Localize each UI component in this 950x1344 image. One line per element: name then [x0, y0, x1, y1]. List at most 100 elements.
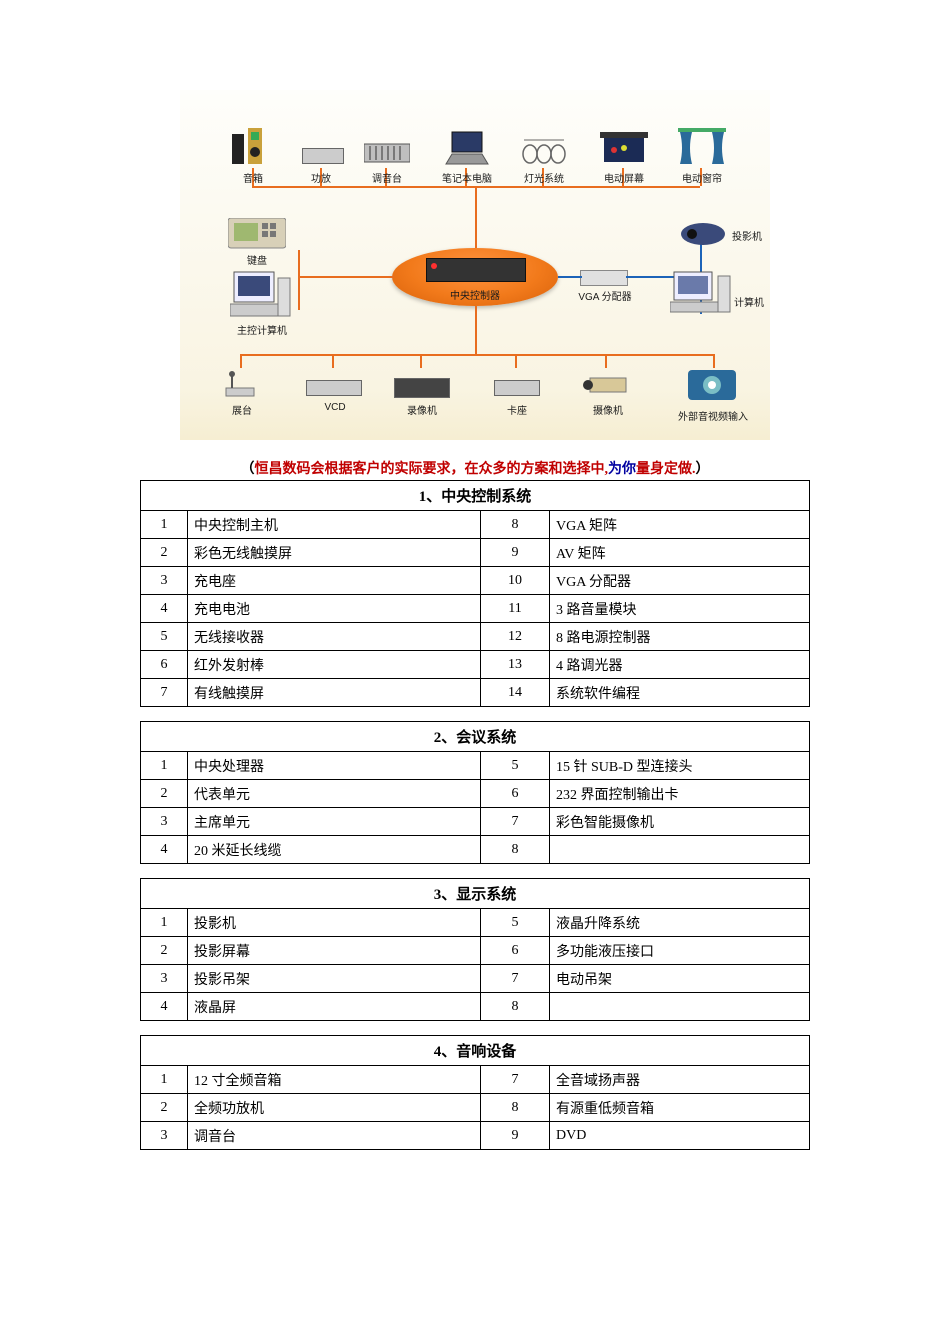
cassette-icon [494, 380, 540, 396]
table-cell: 232 界面控制输出卡 [550, 780, 810, 808]
table-row: 1中央处理器515 针 SUB-D 型连接头 [141, 752, 810, 780]
table-cell: 6 [141, 651, 188, 679]
table-row: 3主席单元7彩色智能摄像机 [141, 808, 810, 836]
table-row: 1中央控制主机8VGA 矩阵 [141, 511, 810, 539]
table-row: 4充电电池113 路音量模块 [141, 595, 810, 623]
central-controller-device [426, 258, 526, 282]
table-cell: VGA 矩阵 [550, 511, 810, 539]
section-table: 4、音响设备112 寸全频音箱7全音域扬声器2全频功放机8有源重低频音箱3调音台… [140, 1035, 810, 1150]
camera-icon [580, 376, 632, 403]
table-cell: 液晶屏 [188, 993, 481, 1021]
vcr-label: 录像机 [404, 402, 440, 417]
motor-screen-icon [598, 130, 650, 171]
table-cell: 投影屏幕 [188, 937, 481, 965]
table-cell: VGA 分配器 [550, 567, 810, 595]
table-cell: 调音台 [188, 1122, 481, 1150]
table-cell: 2 [141, 937, 188, 965]
slogan-close: ） [696, 462, 710, 477]
table-cell: 7 [481, 808, 550, 836]
table-cell: 6 [481, 937, 550, 965]
diagram-line [252, 186, 700, 188]
speakers-icon [230, 128, 278, 173]
vcd-label: VCD [322, 402, 348, 413]
table-cell: 1 [141, 752, 188, 780]
curtain-icon [678, 128, 726, 171]
diagram-line [298, 276, 394, 278]
amplifier-icon [302, 148, 344, 164]
table-cell: 20 米延长线缆 [188, 836, 481, 864]
diagram-line [713, 354, 715, 368]
page: 中央控制器 VGA 分配器 音 [0, 0, 950, 1224]
table-cell: 5 [481, 909, 550, 937]
projector-label: 投影机 [728, 228, 766, 243]
table-cell: 9 [481, 539, 550, 567]
table-cell: 1 [141, 511, 188, 539]
table-cell: 红外发射棒 [188, 651, 481, 679]
table-cell: 充电座 [188, 567, 481, 595]
table-row: 2投影屏幕6多功能液压接口 [141, 937, 810, 965]
table-cell: 2 [141, 1094, 188, 1122]
table-cell: 系统软件编程 [550, 679, 810, 707]
table-cell: 14 [481, 679, 550, 707]
table-cell: 7 [141, 679, 188, 707]
table-cell: 充电电池 [188, 595, 481, 623]
host-pc-label: 主控计算机 [232, 322, 292, 337]
table-cell: 12 [481, 623, 550, 651]
host-pc-icon [230, 270, 292, 325]
table-cell: 5 [481, 752, 550, 780]
table-cell: 4 [141, 836, 188, 864]
tables-container: 1、中央控制系统1中央控制主机8VGA 矩阵2彩色无线触摸屏9AV 矩阵3充电座… [140, 480, 810, 1150]
table-cell: 2 [141, 780, 188, 808]
ext-av-icon [684, 368, 740, 411]
lighting-label: 灯光系统 [520, 170, 568, 185]
table-row: 112 寸全频音箱7全音域扬声器 [141, 1066, 810, 1094]
curtain-label: 电动窗帘 [678, 170, 726, 185]
table-cell: 电动吊架 [550, 965, 810, 993]
vcd-icon [306, 380, 362, 396]
table-cell: 3 [141, 567, 188, 595]
table-cell: 1 [141, 909, 188, 937]
table-cell: 3 [141, 965, 188, 993]
table-cell [550, 836, 810, 864]
table-row: 2全频功放机8有源重低频音箱 [141, 1094, 810, 1122]
table-cell: 8 [481, 511, 550, 539]
table-cell: 中央控制主机 [188, 511, 481, 539]
table-cell: 投影吊架 [188, 965, 481, 993]
lighting-icon [520, 134, 568, 171]
diagram-line [420, 354, 422, 368]
table-cell: 3 [141, 808, 188, 836]
table-cell: DVD [550, 1122, 810, 1150]
table-cell: 有源重低频音箱 [550, 1094, 810, 1122]
motor-screen-label: 电动屏幕 [600, 170, 648, 185]
table-cell: 主席单元 [188, 808, 481, 836]
table-cell: 13 [481, 651, 550, 679]
cassette-label: 卡座 [504, 402, 530, 417]
system-diagram: 中央控制器 VGA 分配器 音 [180, 90, 770, 440]
table-cell: 5 [141, 623, 188, 651]
table-row: 4液晶屏8 [141, 993, 810, 1021]
table-cell: 全频功放机 [188, 1094, 481, 1122]
computer-label: 计算机 [730, 294, 768, 309]
table-row: 2彩色无线触摸屏9AV 矩阵 [141, 539, 810, 567]
table-row: 5无线接收器128 路电源控制器 [141, 623, 810, 651]
keypad-icon [228, 218, 286, 255]
table-row: 7有线触摸屏14系统软件编程 [141, 679, 810, 707]
speakers-label: 音箱 [236, 170, 270, 185]
table-cell: 代表单元 [188, 780, 481, 808]
table-cell: 中央处理器 [188, 752, 481, 780]
camera-label: 摄像机 [590, 402, 626, 417]
slogan-red1: 恒昌数码会根据客户的实际要求，在众多的方案和选择中 [255, 462, 605, 477]
section-table: 1、中央控制系统1中央控制主机8VGA 矩阵2彩色无线触摸屏9AV 矩阵3充电座… [140, 480, 810, 707]
slogan-red2: 量身定做 [636, 462, 692, 477]
section-title: 4、音响设备 [141, 1036, 810, 1066]
visualizer-label: 展台 [228, 402, 256, 417]
diagram-line [298, 250, 300, 310]
table-cell: 全音域扬声器 [550, 1066, 810, 1094]
ext-av-label: 外部音视频输入 [674, 408, 752, 423]
computer-icon [670, 270, 732, 325]
diagram-line [240, 354, 715, 356]
table-cell: 3 路音量模块 [550, 595, 810, 623]
table-cell: 15 针 SUB-D 型连接头 [550, 752, 810, 780]
section-table: 2、会议系统1中央处理器515 针 SUB-D 型连接头2代表单元6232 界面… [140, 721, 810, 864]
table-row: 6红外发射棒134 路调光器 [141, 651, 810, 679]
